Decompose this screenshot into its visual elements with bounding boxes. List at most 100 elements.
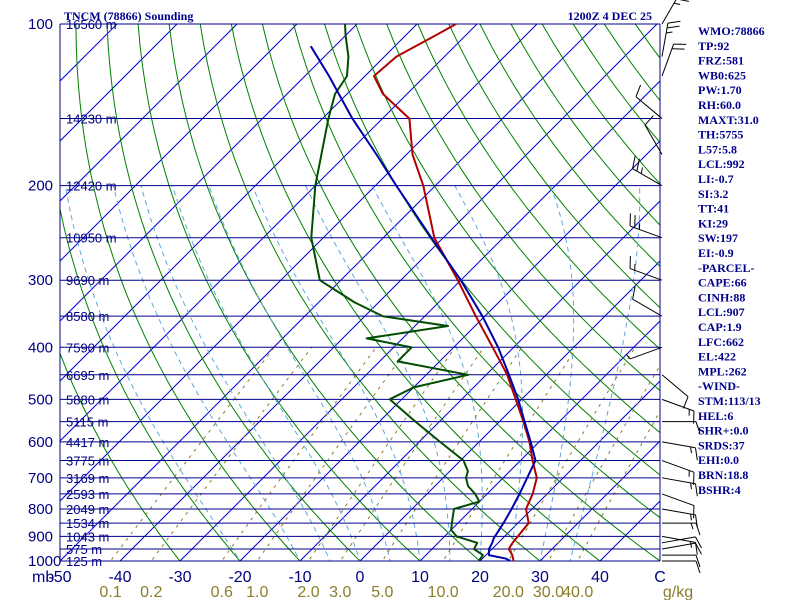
mixing-ratio-label: 2.0 bbox=[297, 584, 319, 600]
index-item: SRDS:37 bbox=[698, 438, 745, 452]
parcel-trace bbox=[309, 45, 537, 561]
dry-adiabat-line bbox=[60, 351, 181, 561]
height-label: 3169 m bbox=[66, 471, 109, 486]
dry-adiabat-line bbox=[261, 24, 660, 561]
dry-adiabat-line bbox=[199, 24, 541, 561]
height-label: 2049 m bbox=[66, 502, 109, 517]
height-label: 1043 m bbox=[66, 529, 109, 544]
wind-barb bbox=[629, 213, 663, 239]
wind-barb bbox=[632, 286, 663, 317]
index-item: BRN:18.8 bbox=[698, 468, 748, 482]
index-list: WMO:78866TP:92FRZ:581WB0:625PW:1.70RH:60… bbox=[698, 24, 765, 497]
isotherm-line bbox=[60, 24, 298, 262]
pressure-label: 600 bbox=[28, 434, 53, 451]
isotherm-line bbox=[60, 24, 598, 561]
index-item: SI:3.2 bbox=[698, 187, 728, 201]
height-label: 12420 m bbox=[66, 179, 117, 194]
dry-adiabat-line bbox=[541, 24, 660, 185]
index-item: PW:1.70 bbox=[698, 83, 742, 97]
isotherm-line bbox=[60, 24, 118, 82]
index-item: BSHR:4 bbox=[698, 483, 741, 497]
wind-barb bbox=[661, 460, 695, 485]
wind-barb bbox=[662, 554, 701, 568]
temperature-tick-label: 10 bbox=[411, 569, 429, 586]
chart-station-title: TNCM (78866) Sounding bbox=[64, 9, 193, 23]
height-label: 5880 m bbox=[66, 392, 109, 407]
mixing-ratio-line bbox=[307, 347, 456, 561]
pressure-label: 900 bbox=[28, 528, 53, 545]
mixing-ratio-line bbox=[547, 364, 660, 561]
height-label: 8580 m bbox=[66, 309, 109, 324]
height-label: 4417 m bbox=[66, 435, 109, 450]
isotherm-line bbox=[60, 24, 538, 502]
index-item: KI:29 bbox=[698, 216, 728, 230]
temperature-tick-label: -10 bbox=[288, 569, 311, 586]
pressure-label: 800 bbox=[28, 501, 53, 518]
index-item: CAPE:66 bbox=[698, 276, 747, 290]
wind-barb bbox=[632, 156, 663, 187]
isotherm-line bbox=[479, 380, 660, 561]
index-item: STM:113/13 bbox=[698, 394, 761, 408]
isotherm-line bbox=[179, 80, 660, 561]
height-label: 10950 m bbox=[66, 231, 117, 246]
temperature-tick-label: 20 bbox=[471, 569, 489, 586]
temperature-tick-label: 40 bbox=[591, 569, 609, 586]
unit-c-label: C bbox=[654, 569, 666, 586]
temperature-tick-label: 30 bbox=[531, 569, 549, 586]
mixing-ratio-label: 0.6 bbox=[211, 584, 233, 600]
index-item: TT:41 bbox=[698, 202, 729, 216]
wind-barb bbox=[629, 255, 663, 281]
dry-adiabat-line bbox=[324, 24, 660, 476]
index-item: CINH:88 bbox=[698, 290, 745, 304]
pressure-label: 700 bbox=[28, 470, 53, 487]
wind-barb bbox=[661, 398, 695, 424]
mixing-ratio-line bbox=[256, 347, 409, 561]
mixing-ratio-line bbox=[442, 347, 578, 561]
index-item: EI:-0.9 bbox=[698, 246, 734, 260]
mixing-ratio-line bbox=[381, 347, 523, 561]
index-item: -WIND- bbox=[698, 379, 740, 393]
moist-adiabat-line bbox=[112, 185, 301, 561]
index-item: TH:5755 bbox=[698, 128, 743, 142]
height-label: 125 m bbox=[66, 554, 102, 569]
height-label: 6695 m bbox=[66, 368, 109, 383]
dry-adiabat-line bbox=[355, 24, 660, 434]
axis-labels: 16560 m 14230 m 12420 m 10950 m 9690 m 8580 m… bbox=[28, 16, 693, 600]
moist-adiabat-line bbox=[251, 185, 421, 561]
unit-mb-label: mb bbox=[32, 569, 54, 586]
mixing-ratio-line bbox=[109, 346, 275, 561]
mixing-ratio-label: 20.0 bbox=[493, 584, 524, 600]
mixing-ratio-line bbox=[577, 410, 660, 561]
height-label: 3775 m bbox=[66, 454, 109, 469]
wind-barb bbox=[661, 20, 681, 57]
wind-barb bbox=[661, 0, 689, 25]
height-label: 16560 m bbox=[66, 17, 117, 32]
pressure-label: 500 bbox=[28, 391, 53, 408]
wind-barb bbox=[661, 374, 689, 409]
wind-barb bbox=[661, 493, 695, 519]
mixing-ratio-label: 40.0 bbox=[562, 584, 593, 600]
isotherm-line bbox=[0, 12, 69, 572]
isobar-lines bbox=[59, 23, 661, 562]
index-item: SHR+:0.0 bbox=[698, 424, 749, 438]
isotherm-line bbox=[239, 140, 660, 561]
isotherm-line bbox=[60, 24, 238, 202]
mixing-ratio-label: 0.2 bbox=[140, 584, 162, 600]
dry-adiabat-line bbox=[448, 24, 660, 309]
isotherm-line bbox=[599, 500, 660, 561]
wind-barbs bbox=[625, 0, 702, 574]
isotherm-line bbox=[359, 260, 660, 561]
wind-barb bbox=[661, 535, 698, 555]
index-item: RH:60.0 bbox=[698, 98, 741, 112]
unit-gkg-label: g/kg bbox=[663, 584, 693, 600]
isotherm-line bbox=[60, 24, 418, 382]
wind-barb bbox=[661, 43, 687, 77]
temperature-trace bbox=[373, 24, 538, 561]
temperature-tick-label: -30 bbox=[168, 569, 191, 586]
wind-barb bbox=[635, 84, 663, 119]
wind-barb bbox=[661, 477, 698, 497]
height-label: 2593 m bbox=[66, 487, 109, 502]
moist-adiabat-line bbox=[64, 185, 241, 561]
dry-adiabat-line bbox=[386, 24, 660, 392]
index-item: EL:422 bbox=[698, 350, 736, 364]
